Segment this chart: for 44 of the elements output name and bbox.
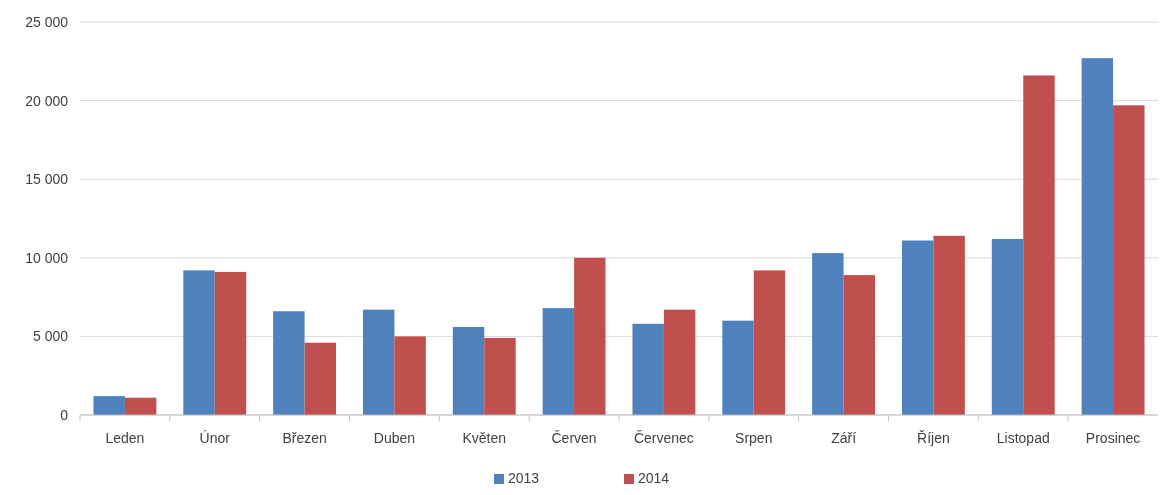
x-tick-label: Září	[831, 430, 857, 446]
bar	[722, 320, 754, 415]
x-tick-label: Prosinec	[1085, 430, 1141, 446]
x-tick-label: Leden	[105, 430, 145, 446]
bar	[484, 337, 516, 415]
x-tick-label: Srpen	[735, 430, 773, 446]
bar	[1113, 105, 1145, 415]
bar	[362, 309, 395, 415]
x-tick-label: Únor	[199, 430, 231, 446]
bar	[452, 326, 485, 415]
bar	[812, 253, 844, 415]
bar	[214, 271, 247, 415]
legend-label: 2013	[508, 470, 540, 486]
x-tick-label: Červenec	[633, 430, 694, 446]
x-tick-label: Listopad	[996, 430, 1050, 446]
y-tick-label: 5 000	[32, 328, 69, 345]
bar	[1081, 58, 1114, 415]
x-tick-label: Duben	[373, 430, 416, 446]
y-tick-label: 0	[60, 406, 69, 423]
bar	[901, 240, 934, 415]
x-tick-label: Březen	[282, 430, 327, 446]
x-tick-label: Říjen	[917, 430, 950, 446]
y-tick-label: 20 000	[25, 92, 69, 109]
bar	[304, 342, 337, 415]
bar	[753, 270, 786, 415]
bar	[273, 311, 305, 415]
bar	[542, 308, 575, 415]
bar	[394, 336, 426, 415]
x-tick-label: Květen	[462, 430, 507, 446]
bar	[933, 235, 965, 415]
bar	[93, 396, 125, 415]
x-tick-label: Červen	[551, 430, 597, 446]
bar	[183, 270, 215, 415]
bar	[1023, 75, 1055, 415]
y-tick-label: 15 000	[25, 171, 69, 188]
bar	[632, 323, 664, 415]
bar	[843, 275, 876, 415]
bar	[574, 257, 606, 415]
bar	[124, 397, 157, 415]
bar	[991, 238, 1024, 415]
legend-label: 2014	[638, 470, 670, 486]
y-tick-label: 25 000	[25, 13, 69, 30]
bar	[663, 309, 696, 415]
y-tick-label: 10 000	[25, 249, 69, 266]
